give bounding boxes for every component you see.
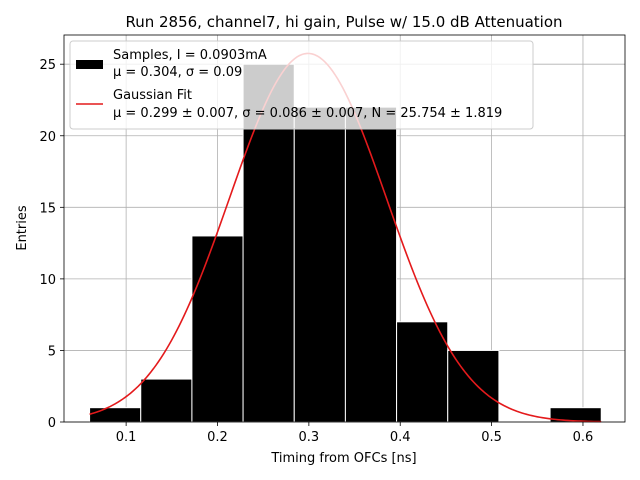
legend-box xyxy=(69,40,534,130)
y-axis-label: Entries xyxy=(15,205,30,251)
histogram-bar xyxy=(447,349,500,423)
legend-entry-samples: Samples, I = 0.0903mA xyxy=(113,48,267,63)
x-tick-label: 0.3 xyxy=(299,430,320,445)
x-axis: 0.1 0.2 0.3 0.4 0.5 0.6 xyxy=(116,422,594,445)
legend-entry-fit-stats: μ = 0.299 ± 0.007, σ = 0.086 ± 0.007, N … xyxy=(113,106,502,121)
legend-swatch-samples xyxy=(76,60,103,69)
y-tick-label: 15 xyxy=(39,201,56,216)
x-axis-label: Timing from OFCs [ns] xyxy=(270,451,416,466)
plot-frame xyxy=(63,34,626,423)
y-tick-label: 5 xyxy=(48,344,56,359)
legend-entry-fit: Gaussian Fit xyxy=(113,88,192,103)
y-tick-label: 20 xyxy=(39,130,56,145)
histogram-bar xyxy=(140,378,193,423)
x-tick-label: 0.4 xyxy=(390,430,411,445)
x-tick-label: 0.5 xyxy=(481,430,502,445)
histogram-bar xyxy=(396,321,449,423)
legend-entry-samples-stats: μ = 0.304, σ = 0.09 xyxy=(113,65,242,80)
y-tick-label: 25 xyxy=(39,58,56,73)
histogram-bar xyxy=(191,235,244,423)
x-tick-label: 0.1 xyxy=(116,430,137,445)
chart-title: Run 2856, channel7, hi gain, Pulse w/ 15… xyxy=(125,13,562,31)
histogram-bars xyxy=(89,63,602,423)
legend: Samples, I = 0.0903mA μ = 0.304, σ = 0.0… xyxy=(69,40,534,130)
histogram-bar xyxy=(344,106,398,423)
histogram-bar xyxy=(89,407,142,423)
histogram-bar xyxy=(293,106,346,423)
y-tick-label: 10 xyxy=(39,273,56,288)
x-tick-label: 0.2 xyxy=(207,430,228,445)
y-axis: 0 5 10 15 20 25 xyxy=(39,58,64,431)
x-tick-label: 0.6 xyxy=(573,430,594,445)
y-tick-label: 0 xyxy=(48,416,56,431)
